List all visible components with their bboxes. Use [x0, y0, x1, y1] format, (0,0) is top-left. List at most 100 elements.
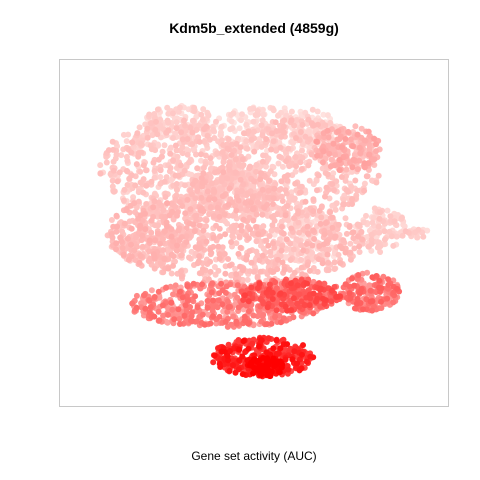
cell-point — [260, 312, 267, 318]
cell-point — [236, 346, 243, 353]
cell-point — [173, 119, 180, 126]
cell-point — [324, 112, 331, 119]
cell-point — [179, 203, 186, 209]
cell-point — [150, 159, 157, 166]
cell-point — [169, 311, 176, 318]
cell-point — [200, 170, 207, 177]
cell-point — [384, 295, 391, 302]
cell-point — [318, 203, 325, 210]
cell-point — [347, 136, 354, 143]
cell-point — [378, 298, 384, 305]
cell-point — [199, 266, 206, 272]
cell-point — [253, 224, 260, 230]
cell-point — [119, 245, 126, 251]
cell-point — [220, 159, 227, 166]
cell-point — [310, 290, 317, 297]
cell-point — [249, 206, 256, 213]
cell-point — [355, 233, 361, 240]
cell-point — [172, 282, 179, 289]
cell-point — [110, 167, 117, 174]
cell-point — [361, 187, 368, 194]
cell-point — [270, 191, 277, 197]
cell-point — [285, 366, 292, 373]
cell-point — [269, 296, 276, 302]
cell-point — [151, 294, 158, 300]
cell-point — [263, 321, 270, 328]
cell-point — [120, 251, 127, 258]
cell-point — [330, 170, 337, 177]
cell-point — [339, 144, 345, 151]
cell-point — [205, 276, 212, 283]
cell-point — [258, 122, 265, 129]
cell-point — [328, 156, 335, 163]
cell-point — [347, 240, 354, 247]
cell-point — [292, 154, 299, 160]
cell-point — [350, 143, 356, 150]
cell-point — [272, 357, 278, 364]
cell-point — [143, 167, 150, 174]
cell-point — [376, 229, 383, 236]
cell-point — [402, 228, 409, 235]
cell-point — [277, 290, 284, 297]
cell-point — [179, 150, 186, 157]
cell-point — [173, 181, 180, 187]
cell-point — [225, 136, 232, 143]
cell-point — [146, 309, 153, 316]
cell-point — [285, 145, 292, 152]
cell-point — [152, 237, 159, 244]
cell-point — [219, 301, 226, 308]
cell-point — [139, 232, 146, 239]
cell-point — [236, 357, 243, 364]
cell-point — [179, 294, 186, 301]
cell-point — [262, 363, 269, 370]
cell-point — [174, 242, 180, 249]
cell-point — [264, 194, 271, 201]
cell-point — [155, 222, 161, 229]
cell-point — [271, 185, 278, 192]
cell-point — [103, 159, 110, 166]
cell-point — [164, 200, 171, 207]
cell-point — [247, 362, 254, 369]
cell-point — [198, 244, 204, 251]
cell-point — [277, 345, 284, 352]
cell-point — [164, 104, 171, 111]
cell-point — [345, 188, 352, 195]
cell-point — [283, 236, 290, 243]
cell-point — [202, 152, 209, 159]
cell-point — [355, 166, 361, 173]
cell-point — [313, 138, 320, 145]
cell-point — [192, 195, 199, 202]
cell-point — [327, 209, 334, 216]
cell-point — [205, 196, 212, 203]
cell-point — [253, 211, 260, 218]
cell-point — [217, 233, 223, 240]
cell-point — [182, 302, 189, 309]
cell-point — [270, 345, 277, 352]
cell-point — [273, 147, 280, 154]
cell-point — [148, 287, 155, 294]
cell-point — [245, 345, 252, 352]
cell-point — [315, 172, 322, 179]
cell-point — [353, 300, 360, 307]
cell-point — [354, 131, 361, 138]
cell-point — [250, 268, 257, 275]
cell-point — [322, 193, 328, 200]
cell-point — [151, 198, 158, 205]
cell-point — [198, 157, 204, 164]
cell-point — [204, 188, 211, 195]
cell-point — [188, 317, 194, 324]
cell-point — [293, 117, 300, 124]
cell-point — [319, 260, 326, 267]
cell-point — [310, 310, 317, 317]
cell-point — [331, 187, 337, 194]
cell-point — [355, 272, 362, 278]
cell-point — [268, 146, 275, 153]
cell-point — [151, 168, 158, 174]
cell-point — [350, 229, 357, 236]
cell-point — [173, 247, 180, 254]
cell-point — [282, 303, 289, 310]
cell-point — [259, 117, 266, 124]
cell-point — [303, 358, 310, 365]
cell-point — [208, 160, 214, 166]
cell-point — [193, 151, 199, 158]
